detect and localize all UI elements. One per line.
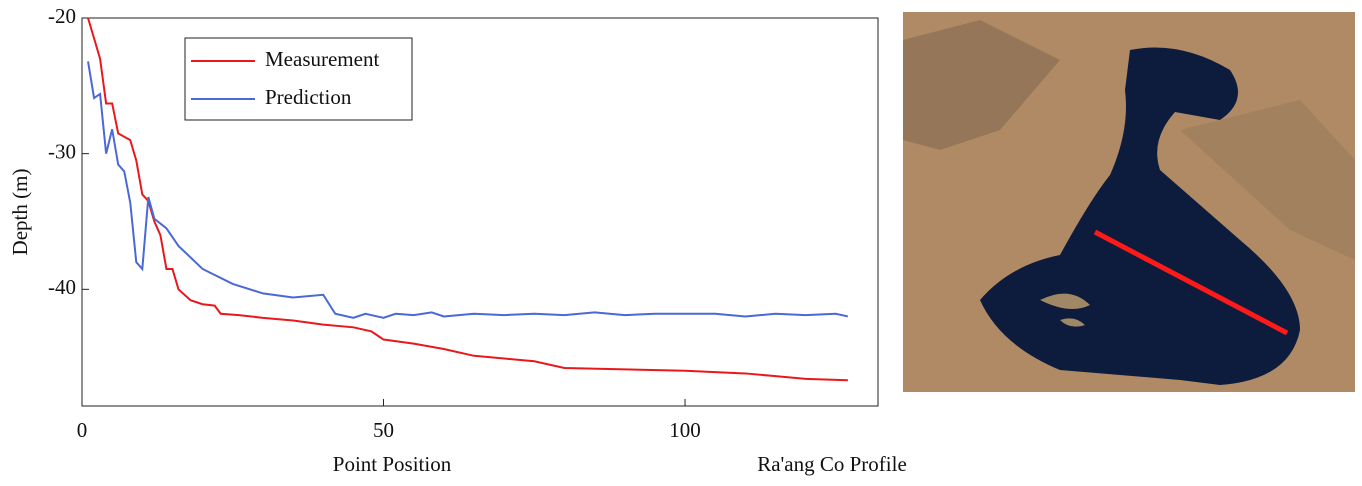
y-tick-label: -20: [48, 4, 76, 28]
x-tick-label: 50: [373, 418, 394, 442]
x-tick-label: 0: [77, 418, 88, 442]
data-line: [87, 61, 849, 319]
legend-box: [184, 37, 413, 121]
x-axis-label: Point Position: [333, 452, 452, 476]
image-caption: Ra'ang Co Profile: [757, 452, 907, 476]
x-tick-label: 100: [669, 418, 701, 442]
axes-box: [81, 17, 879, 407]
y-tick-label: -40: [48, 275, 76, 299]
y-tick-label: -30: [48, 139, 76, 163]
legend-label: Measurement: [265, 47, 379, 71]
data-line: [87, 17, 848, 382]
satellite-image: [903, 12, 1355, 392]
y-axis-label: Depth (m): [8, 169, 32, 256]
legend-label: Prediction: [265, 85, 352, 109]
